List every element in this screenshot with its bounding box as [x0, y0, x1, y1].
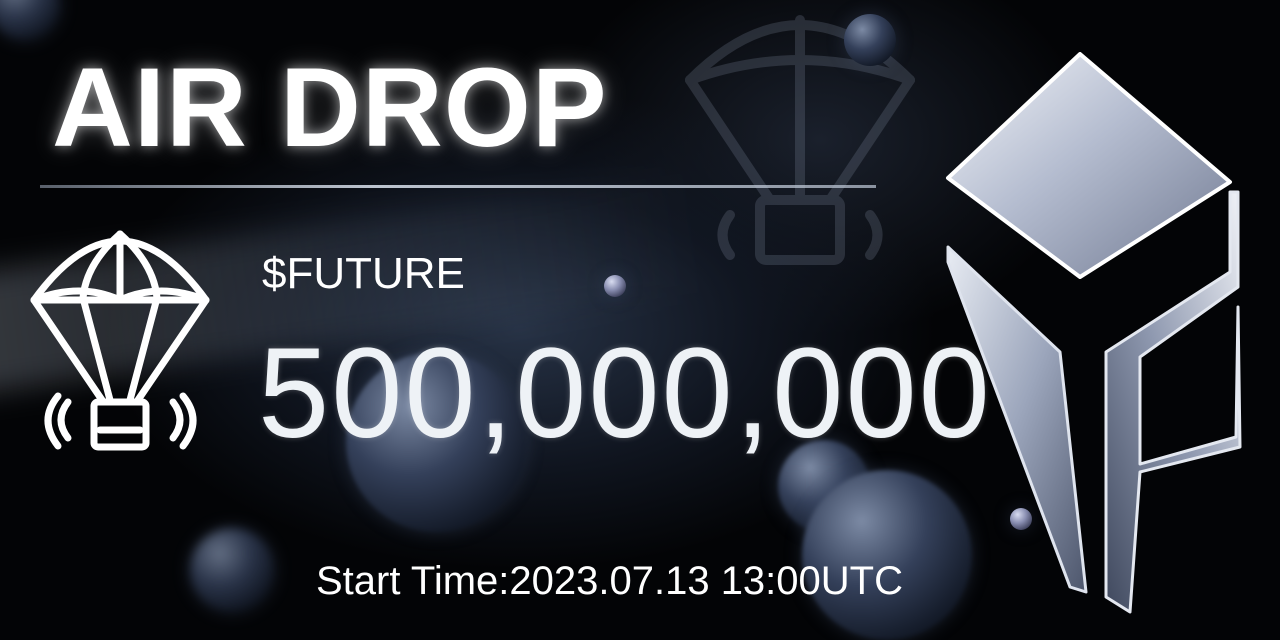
start-time: Start Time:2023.07.13 13:00UTC — [316, 559, 903, 603]
orb — [1010, 508, 1032, 530]
title-divider — [40, 185, 876, 188]
future-logo — [946, 52, 1242, 614]
orb — [0, 0, 60, 40]
orb — [802, 470, 972, 640]
parachute-icon — [30, 230, 210, 451]
orb — [190, 528, 274, 612]
orb — [604, 275, 626, 297]
orb — [844, 14, 896, 66]
airdrop-title: AIR DROP — [52, 45, 608, 170]
airdrop-amount: 500,000,000 — [258, 322, 992, 465]
token-symbol: $FUTURE — [262, 249, 465, 298]
orb — [346, 352, 526, 532]
